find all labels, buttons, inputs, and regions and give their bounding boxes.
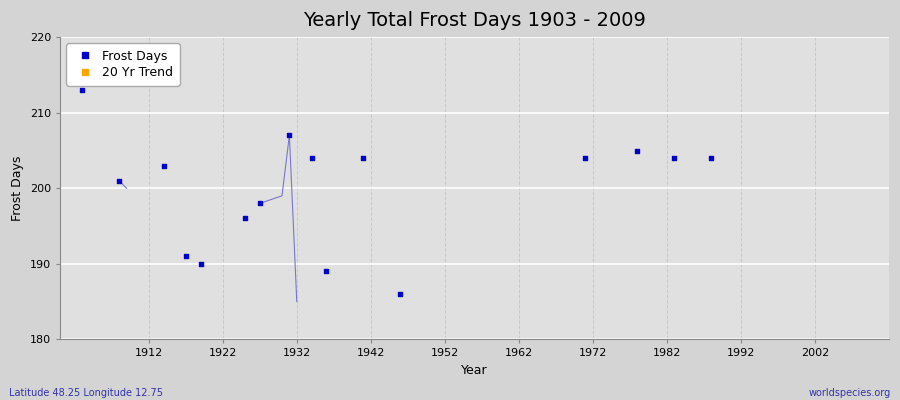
Point: [356, 155, 371, 161]
Point: [320, 268, 334, 274]
Text: worldspecies.org: worldspecies.org: [809, 388, 891, 398]
Point: [304, 155, 319, 161]
Point: [75, 87, 89, 93]
Point: [194, 260, 208, 267]
Point: [283, 132, 297, 138]
Text: Latitude 48.25 Longitude 12.75: Latitude 48.25 Longitude 12.75: [9, 388, 163, 398]
X-axis label: Year: Year: [461, 364, 488, 377]
Y-axis label: Frost Days: Frost Days: [11, 156, 24, 221]
Point: [178, 253, 193, 260]
Title: Yearly Total Frost Days 1903 - 2009: Yearly Total Frost Days 1903 - 2009: [303, 11, 646, 30]
Point: [578, 155, 592, 161]
Point: [704, 155, 718, 161]
Point: [630, 147, 644, 154]
Point: [112, 178, 126, 184]
Point: [157, 162, 171, 169]
Point: [253, 200, 267, 206]
Point: [393, 291, 408, 297]
Point: [667, 155, 681, 161]
Legend: Frost Days, 20 Yr Trend: Frost Days, 20 Yr Trend: [67, 44, 180, 86]
Point: [238, 215, 252, 222]
